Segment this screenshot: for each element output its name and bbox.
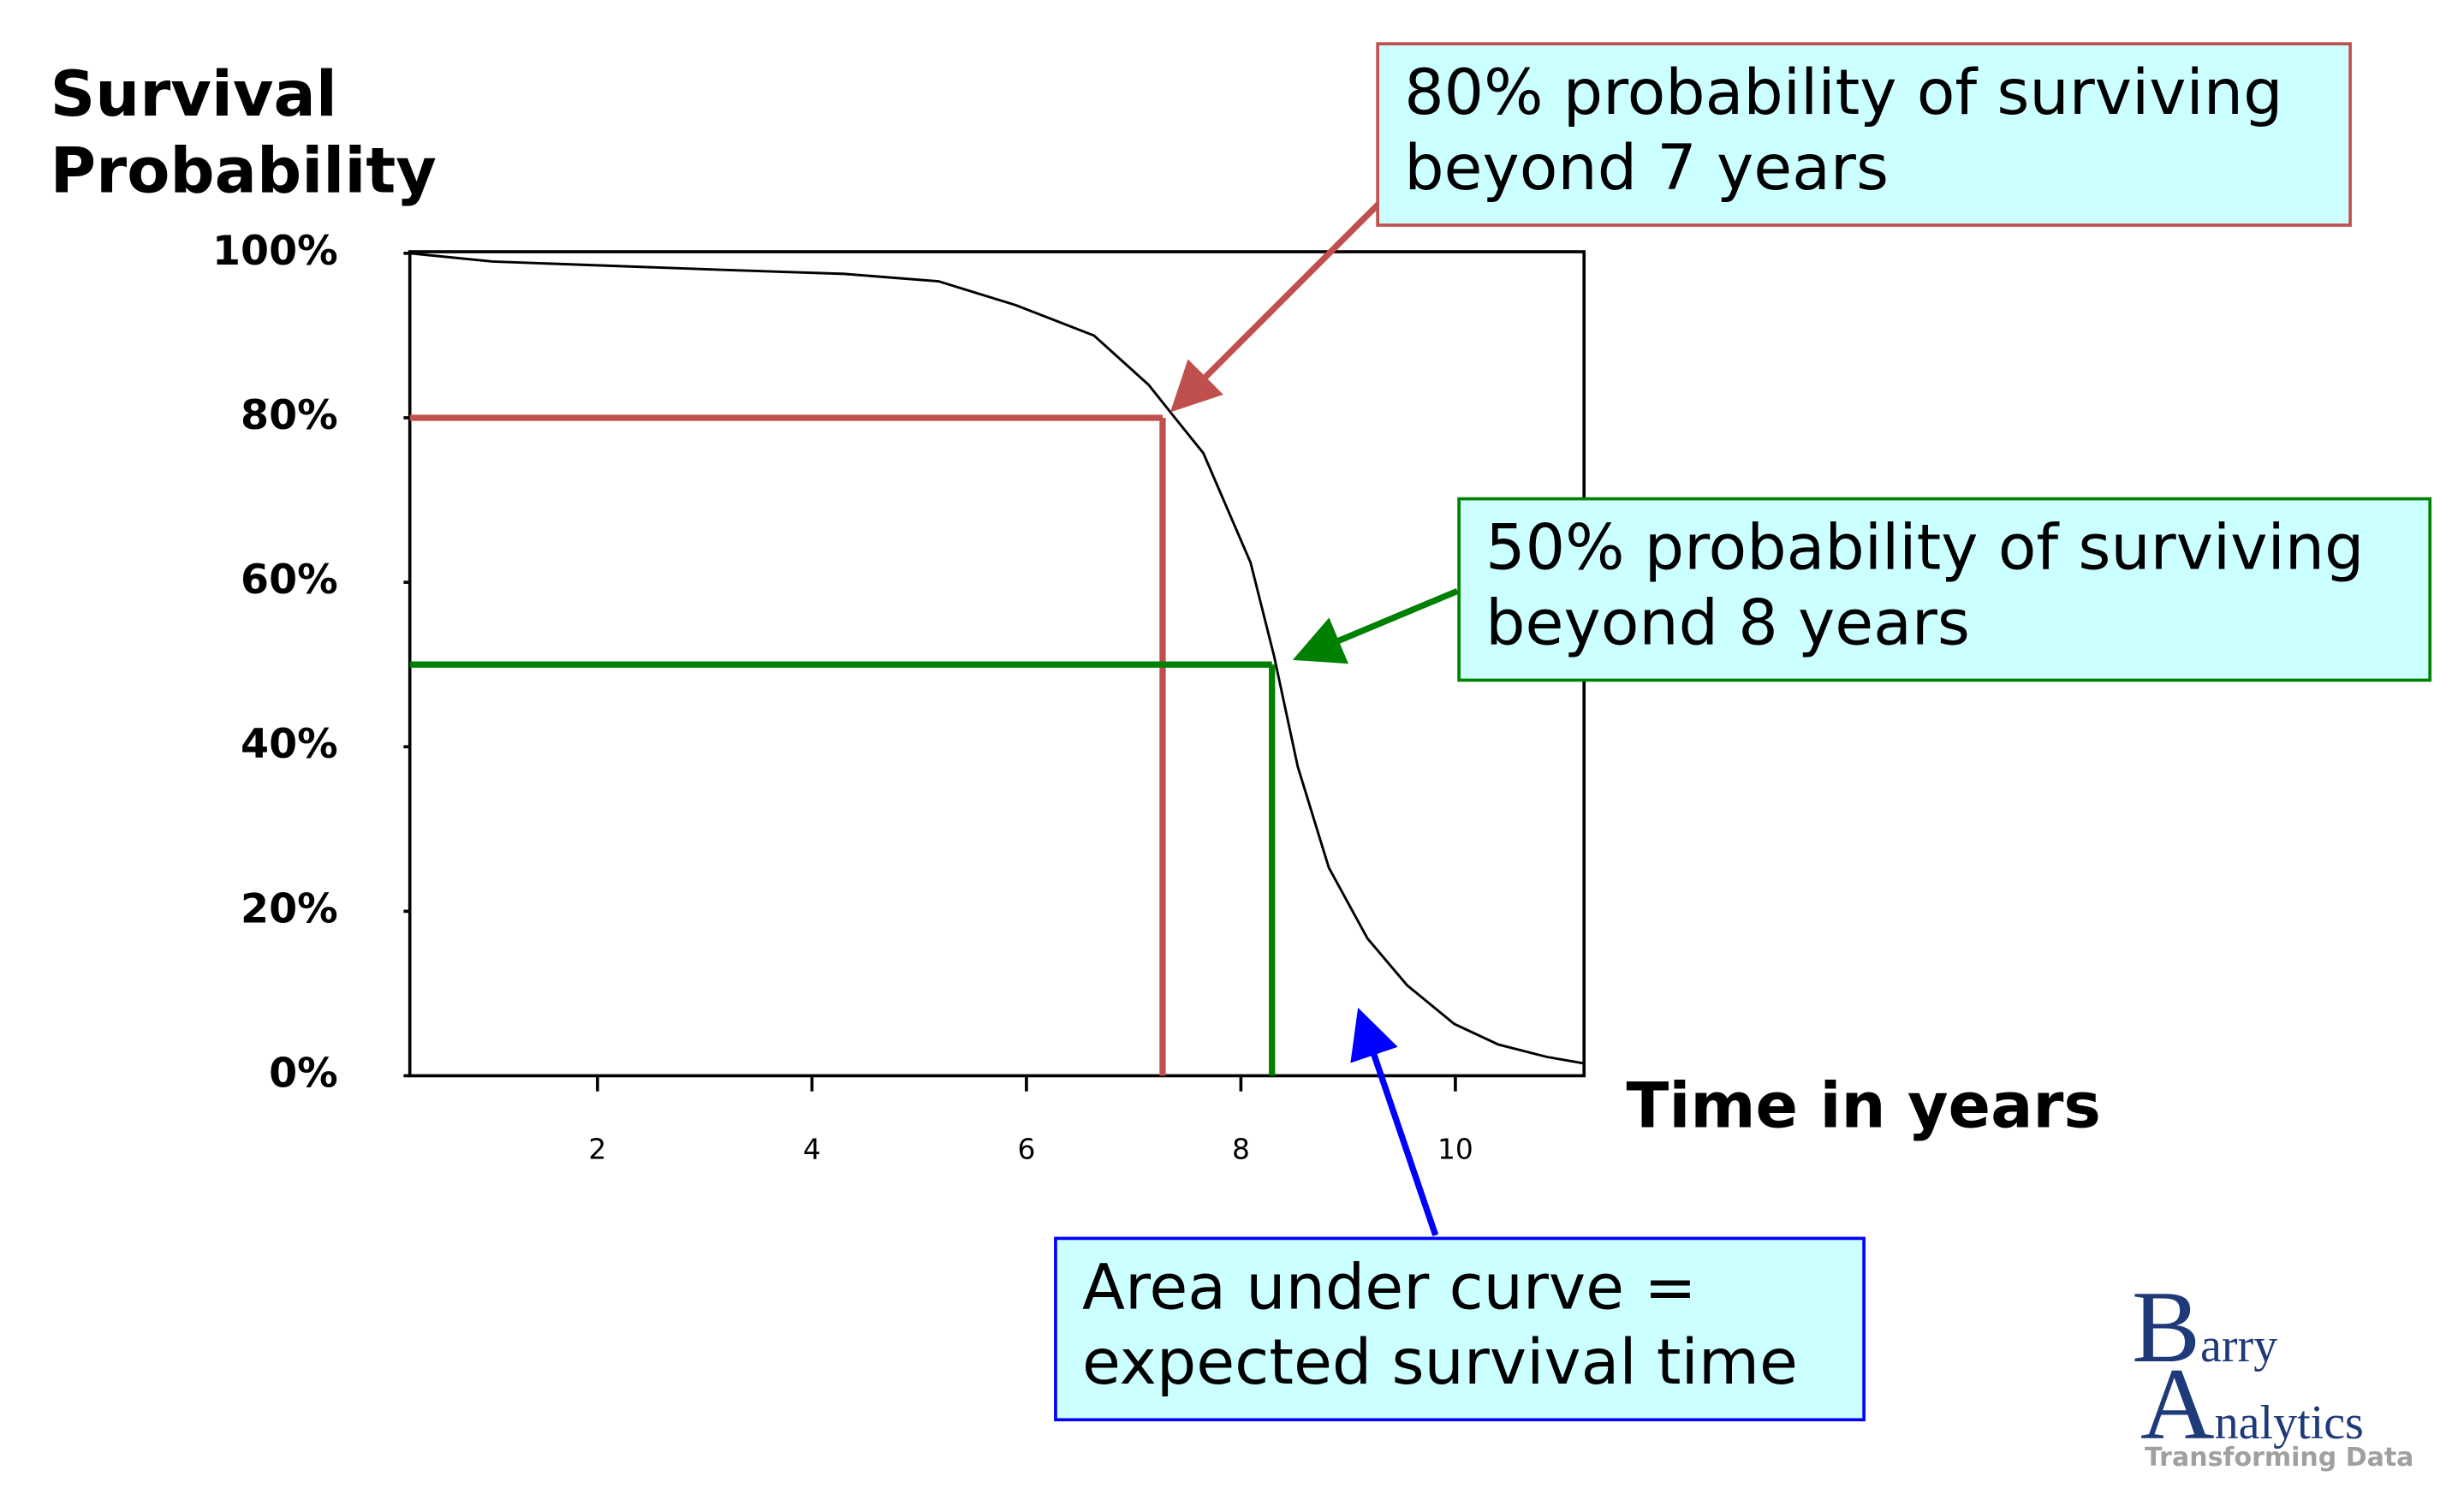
annotation-arrow: [1292, 587, 1459, 664]
y-tick-label: 40%: [241, 721, 338, 768]
annotation-box: [1457, 497, 2432, 682]
annotation-text: beyond 8 years: [1485, 586, 1970, 659]
x-tick-label: 6: [1017, 1133, 1035, 1166]
logo-name: Barry: [2132, 1270, 2278, 1384]
logo-name: Analytics: [2140, 1347, 2364, 1461]
x-tick-label: 2: [588, 1133, 606, 1166]
survival-curve: [409, 252, 1585, 1065]
y-axis-label: Probability: [51, 135, 437, 208]
annotation-text: expected survival time: [1082, 1326, 1798, 1399]
annotation-text: Area under curve =: [1082, 1252, 1697, 1324]
y-tick-label: 80%: [241, 392, 338, 439]
x-tick-label: 4: [803, 1133, 821, 1166]
annotation-text: 50% probability of surviving: [1485, 512, 2364, 585]
y-axis-label: Survival: [51, 58, 337, 131]
y-tick-label: 0%: [269, 1050, 338, 1097]
x-tick-label: 8: [1232, 1133, 1250, 1166]
annotation-box: [1376, 42, 2352, 227]
annotation-text: beyond 7 years: [1404, 132, 1889, 205]
x-tick-label: 10: [1437, 1133, 1473, 1166]
y-tick-label: 100%: [212, 228, 338, 275]
logo-tagline: Transforming Data: [2145, 1443, 2414, 1473]
y-tick-label: 60%: [241, 557, 338, 604]
annotation-box: [1054, 1236, 1866, 1422]
x-axis-label: Time in years: [1627, 1070, 2101, 1143]
annotation-arrow: [1350, 1007, 1439, 1236]
annotation-text: 80% probability of surviving: [1404, 57, 2282, 129]
annotation-arrow: [1169, 200, 1382, 413]
y-tick-label: 20%: [241, 885, 338, 932]
